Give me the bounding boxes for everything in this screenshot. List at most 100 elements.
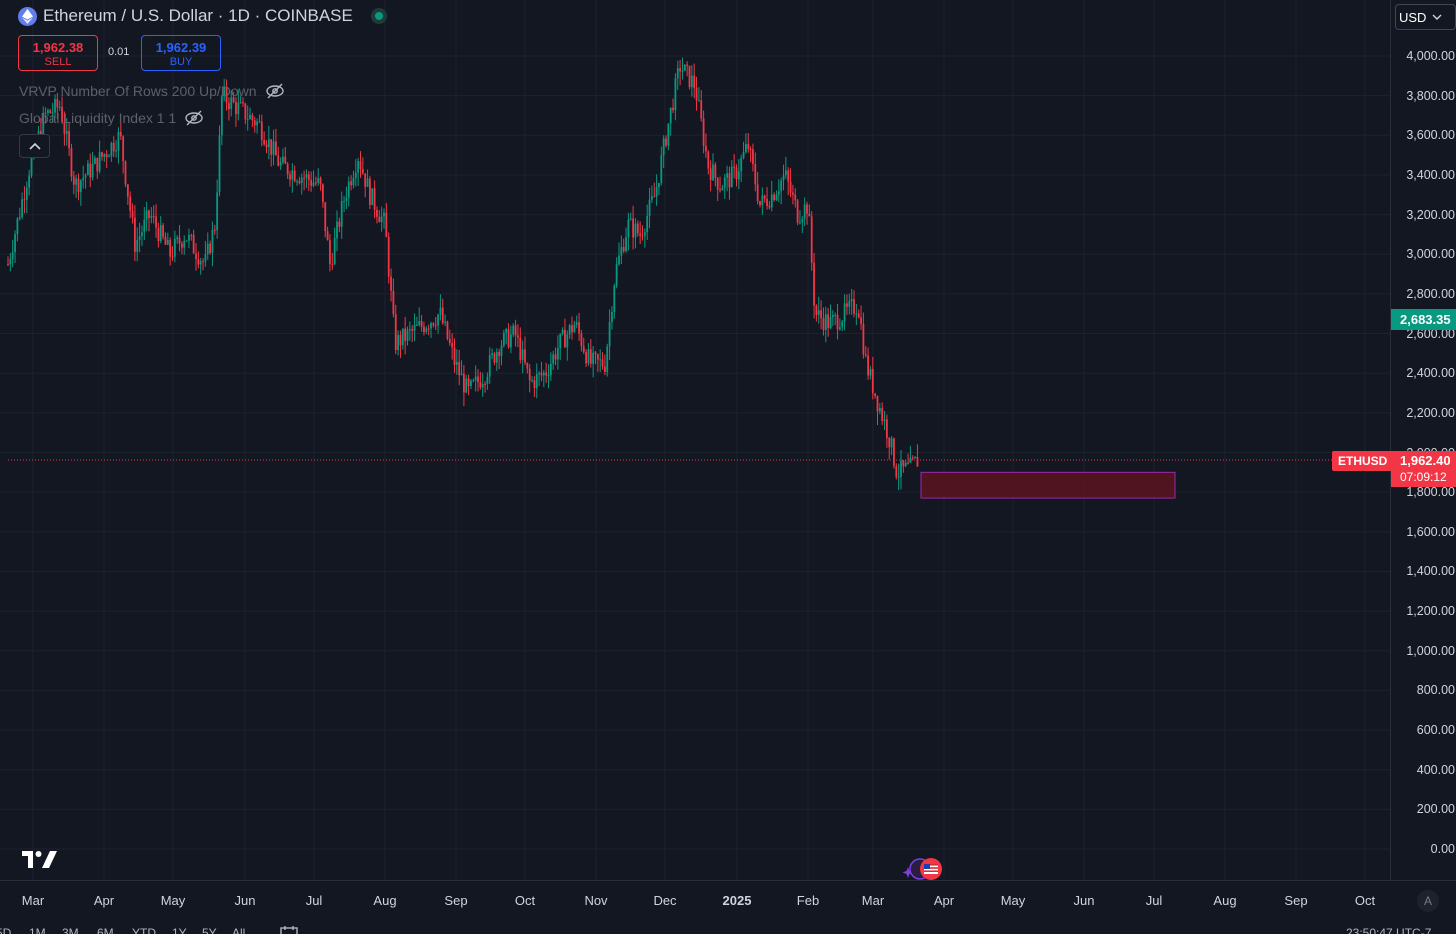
indicator-global-liquidity[interactable]: Global Liquidity Index 1 1 <box>19 110 204 126</box>
candle-body <box>672 107 674 111</box>
candle-body <box>768 205 771 208</box>
candle <box>871 356 874 400</box>
range-3m[interactable]: 3M <box>62 926 79 934</box>
candle <box>735 164 738 187</box>
candle <box>688 65 691 90</box>
candle-body <box>373 188 376 210</box>
candle <box>815 304 818 322</box>
candle <box>188 228 190 249</box>
candle-body <box>343 201 345 203</box>
candle-body <box>169 239 172 257</box>
candle <box>681 57 684 80</box>
candle <box>874 393 877 399</box>
candle-body <box>648 199 651 216</box>
candle <box>387 232 390 284</box>
indicator-vrvp[interactable]: VRVP Number Of Rows 200 Up/Down <box>19 83 285 99</box>
candle <box>843 294 846 331</box>
candle-body <box>585 352 587 364</box>
candle <box>204 240 207 267</box>
collapse-indicators-button[interactable] <box>19 134 50 158</box>
candle-body <box>519 337 522 360</box>
candle <box>251 112 254 127</box>
candle-body <box>547 375 550 377</box>
candle <box>239 95 242 104</box>
time-tick-label: Feb <box>796 893 820 908</box>
candle <box>124 160 127 187</box>
candle <box>902 460 905 473</box>
candle-body <box>841 321 844 328</box>
candle-body <box>803 204 806 219</box>
candle <box>578 312 580 341</box>
sell-button[interactable]: 1,962.38 SELL <box>18 35 98 71</box>
range-6m[interactable]: 6M <box>97 926 114 934</box>
candle <box>636 220 639 237</box>
candle-body <box>834 314 837 316</box>
candle-body <box>70 148 73 177</box>
candle-body <box>451 343 454 348</box>
candle <box>665 135 667 148</box>
candle <box>773 192 775 202</box>
range-5y[interactable]: 5Y <box>202 926 217 934</box>
candle-body <box>108 156 110 158</box>
candle <box>601 352 604 370</box>
time-axis[interactable]: Mar Apr May Jun Jul Aug Sep Oct Nov Dec 2025 Feb Mar… <box>0 880 1456 921</box>
candle-body <box>883 419 886 421</box>
candle-body <box>136 239 139 252</box>
range-1y[interactable]: 1Y <box>172 926 187 934</box>
candle-body <box>681 70 684 72</box>
candle-body <box>340 201 343 227</box>
economic-events[interactable] <box>900 856 948 882</box>
candle-body <box>157 227 160 242</box>
candle-body <box>651 196 653 200</box>
candle <box>723 174 726 199</box>
candle-body <box>787 170 790 182</box>
candle-body <box>824 314 827 330</box>
candle-body <box>510 334 512 348</box>
candle <box>641 225 644 241</box>
candle <box>519 327 522 364</box>
utc-clock[interactable]: 23:50:47 UTC-7 <box>1346 926 1432 934</box>
currency-select[interactable]: USD <box>1395 4 1456 30</box>
candlestick-chart[interactable] <box>0 0 1390 880</box>
candle-body <box>331 263 334 265</box>
candle <box>904 460 907 468</box>
buy-button[interactable]: 1,962.39 BUY <box>141 35 221 71</box>
time-tick-label: Dec <box>653 893 677 908</box>
range-5d[interactable]: 5D <box>0 926 12 934</box>
candle-body <box>688 65 691 88</box>
candle-body <box>914 456 916 459</box>
symbol-header[interactable]: Ethereum / U.S. Dollar · 1D · COINBASE <box>18 6 387 26</box>
eye-crossed-icon[interactable] <box>184 110 204 126</box>
candle <box>399 330 402 359</box>
range-all[interactable]: All <box>232 926 246 934</box>
calendar-icon[interactable] <box>280 926 298 934</box>
chart-pane[interactable] <box>0 0 1390 880</box>
symbol-title[interactable]: Ethereum / U.S. Dollar · 1D · COINBASE <box>43 6 353 25</box>
sell-price: 1,962.38 <box>32 40 84 55</box>
range-1m[interactable]: 1M <box>29 926 46 934</box>
candle-body <box>507 329 510 348</box>
candle <box>380 206 383 232</box>
candle <box>554 347 557 366</box>
candle-body <box>145 210 148 220</box>
candle-body <box>874 393 877 396</box>
candle <box>441 298 444 325</box>
candle <box>573 320 576 333</box>
tradingview-logo[interactable] <box>22 848 58 875</box>
price-axis[interactable]: 4,000.00 3,800.00 3,600.00 3,400.00 3,200.00… <box>1390 0 1456 880</box>
auto-scale-button[interactable]: A <box>1417 890 1439 912</box>
candle <box>7 256 9 266</box>
candle-body <box>284 156 287 164</box>
price-tick-label: 1,800.00 <box>1406 485 1455 500</box>
candle <box>653 182 656 198</box>
candle-body <box>465 378 468 393</box>
candle <box>195 243 197 271</box>
candle-body <box>437 314 439 326</box>
range-ytd[interactable]: YTD <box>132 926 156 934</box>
eye-crossed-icon[interactable] <box>265 83 285 99</box>
price-tick-label: 2,400.00 <box>1406 366 1455 381</box>
time-tick-label: Jul <box>1145 893 1163 908</box>
candle <box>136 227 139 262</box>
candle <box>749 146 752 163</box>
candle-body <box>176 237 179 239</box>
